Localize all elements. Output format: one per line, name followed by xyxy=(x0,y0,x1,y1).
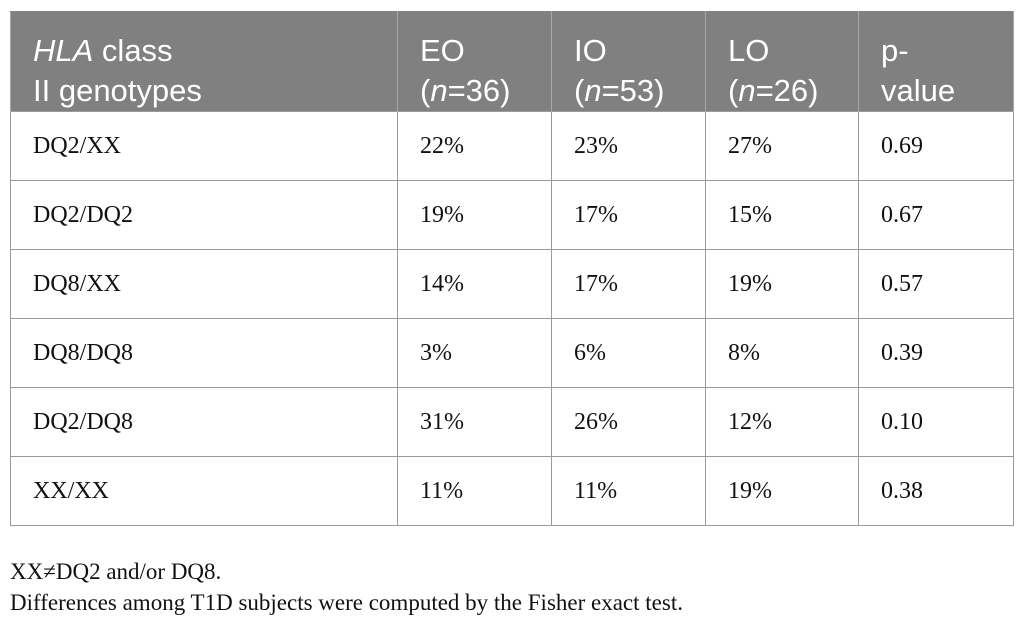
hla-genotype-table: HLA class II genotypes EO (n=36) IO (n=5… xyxy=(10,11,1014,526)
cell-genotype: DQ2/DQ2 xyxy=(10,180,398,250)
cell-io: 17% xyxy=(551,249,706,319)
header-genotypes: HLA class II genotypes xyxy=(10,11,398,112)
cell-eo: 22% xyxy=(397,111,552,181)
header-row: HLA class II genotypes EO (n=36) IO (n=5… xyxy=(10,11,1014,112)
cell-genotype: DQ8/XX xyxy=(10,249,398,319)
cell-lo: 12% xyxy=(705,387,859,457)
cell-eo: 3% xyxy=(397,318,552,388)
table-header: HLA class II genotypes EO (n=36) IO (n=5… xyxy=(10,11,1014,112)
cell-eo: 19% xyxy=(397,180,552,250)
cell-io: 26% xyxy=(551,387,706,457)
table-row: DQ2/XX 22% 23% 27% 0.69 xyxy=(10,111,1014,181)
cell-p-value: 0.67 xyxy=(858,180,1014,250)
cell-io: 17% xyxy=(551,180,706,250)
table-body: DQ2/XX 22% 23% 27% 0.69 DQ2/DQ2 19% 17% … xyxy=(10,111,1014,526)
cell-lo: 15% xyxy=(705,180,859,250)
cell-lo: 27% xyxy=(705,111,859,181)
footnote-xx-definition: XX≠DQ2 and/or DQ8. xyxy=(10,559,222,584)
cell-lo: 19% xyxy=(705,249,859,319)
cell-genotype: DQ2/XX xyxy=(10,111,398,181)
cell-genotype: DQ2/DQ8 xyxy=(10,387,398,457)
table-row: XX/XX 11% 11% 19% 0.38 xyxy=(10,456,1014,526)
cell-genotype: XX/XX xyxy=(10,456,398,526)
cell-io: 23% xyxy=(551,111,706,181)
table-row: DQ2/DQ8 31% 26% 12% 0.10 xyxy=(10,387,1014,457)
cell-lo: 8% xyxy=(705,318,859,388)
header-io: IO (n=53) xyxy=(551,11,706,112)
header-p-value: p- value xyxy=(858,11,1014,112)
cell-io: 11% xyxy=(551,456,706,526)
cell-genotype: DQ8/DQ8 xyxy=(10,318,398,388)
footnote-statistical-test: Differences among T1D subjects were comp… xyxy=(10,590,683,615)
cell-eo: 11% xyxy=(397,456,552,526)
cell-p-value: 0.39 xyxy=(858,318,1014,388)
cell-p-value: 0.10 xyxy=(858,387,1014,457)
table-footnotes: XX≠DQ2 and/or DQ8. Differences among T1D… xyxy=(10,556,683,618)
cell-p-value: 0.38 xyxy=(858,456,1014,526)
cell-p-value: 0.69 xyxy=(858,111,1014,181)
table-row: DQ8/DQ8 3% 6% 8% 0.39 xyxy=(10,318,1014,388)
cell-io: 6% xyxy=(551,318,706,388)
cell-lo: 19% xyxy=(705,456,859,526)
cell-eo: 31% xyxy=(397,387,552,457)
header-lo: LO (n=26) xyxy=(705,11,859,112)
cell-p-value: 0.57 xyxy=(858,249,1014,319)
table-row: DQ2/DQ2 19% 17% 15% 0.67 xyxy=(10,180,1014,250)
table-row: DQ8/XX 14% 17% 19% 0.57 xyxy=(10,249,1014,319)
header-eo: EO (n=36) xyxy=(397,11,552,112)
cell-eo: 14% xyxy=(397,249,552,319)
